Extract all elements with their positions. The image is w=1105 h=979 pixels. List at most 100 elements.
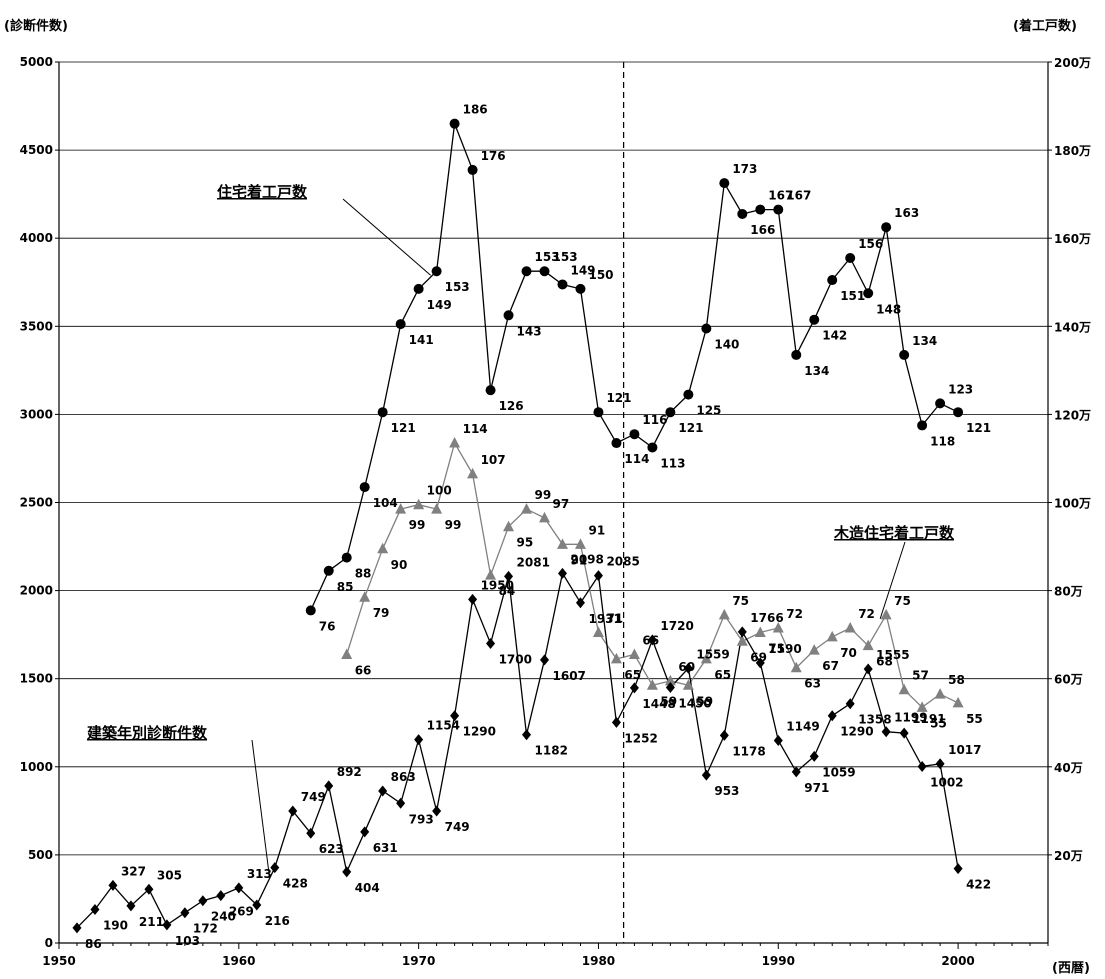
y-tick-label-left: 500 <box>28 848 53 862</box>
data-label: 153 <box>553 250 578 264</box>
data-label: 121 <box>966 421 991 435</box>
data-label: 1448 <box>642 697 675 711</box>
marker-diamond <box>575 597 585 609</box>
data-label: 793 <box>409 812 434 826</box>
series-markers <box>72 118 964 934</box>
marker-circle <box>467 164 478 175</box>
left-axis-title: (診断件数) <box>4 18 68 34</box>
data-label: 150 <box>588 268 613 282</box>
marker-circle <box>557 279 568 290</box>
data-label: 66 <box>355 663 372 677</box>
y-tick-label-right: 100万 <box>1054 497 1091 511</box>
data-label: 153 <box>445 280 470 294</box>
marker-circle <box>593 407 604 418</box>
data-label: 140 <box>714 338 739 352</box>
data-label: 1931 <box>588 612 621 626</box>
data-label: 216 <box>265 914 290 928</box>
data-label: 66 <box>642 633 659 647</box>
marker-triangle <box>467 467 479 479</box>
x-tick-label: 1980 <box>582 954 615 968</box>
marker-diamond <box>557 567 567 579</box>
data-label: 172 <box>193 922 218 936</box>
data-label: 95 <box>517 536 534 550</box>
marker-circle <box>323 565 334 576</box>
marker-diamond <box>737 626 747 638</box>
data-label: 1950 <box>481 578 514 592</box>
marker-diamond <box>953 863 963 875</box>
data-label: 1191 <box>912 712 945 726</box>
data-label: 134 <box>804 364 829 378</box>
marker-triangle <box>449 437 461 448</box>
marker-diamond <box>180 907 190 919</box>
data-label: 116 <box>642 413 667 427</box>
data-label: 75 <box>732 594 749 608</box>
marker-diamond <box>432 805 442 817</box>
data-label: 151 <box>840 289 865 303</box>
marker-triangle <box>574 538 586 549</box>
data-label: 892 <box>337 765 362 779</box>
data-label: 58 <box>948 673 965 687</box>
marker-triangle <box>646 679 658 690</box>
data-label: 1182 <box>535 744 568 758</box>
marker-triangle <box>916 701 928 712</box>
y-tick-label-right: 20万 <box>1054 849 1083 863</box>
data-label: 67 <box>822 659 839 673</box>
data-label: 211 <box>139 915 164 929</box>
marker-diamond <box>647 634 657 646</box>
marker-triangle <box>700 652 712 664</box>
data-label: 1149 <box>786 720 819 734</box>
y-tick-label-left: 2000 <box>20 584 53 598</box>
data-label: 2098 <box>570 552 603 566</box>
y-tick-label-right: 80万 <box>1054 585 1083 599</box>
data-label: 190 <box>103 919 128 933</box>
data-label: 104 <box>373 496 398 510</box>
marker-diamond <box>845 698 855 710</box>
data-label: 71 <box>768 641 785 655</box>
marker-diamond <box>935 758 945 770</box>
marker-diamond <box>342 866 352 878</box>
data-label: 428 <box>283 877 308 891</box>
marker-circle <box>503 310 514 321</box>
data-label: 971 <box>804 781 829 795</box>
data-label: 749 <box>301 790 326 804</box>
y-tick-label-right: 160万 <box>1054 232 1091 246</box>
marker-diamond <box>216 890 226 902</box>
data-label: 121 <box>606 391 631 405</box>
marker-diamond <box>252 899 262 911</box>
marker-diamond <box>414 734 424 746</box>
data-label: 100 <box>427 484 452 498</box>
marker-diamond <box>324 780 334 792</box>
data-label: 1450 <box>678 697 711 711</box>
marker-diamond <box>360 826 370 838</box>
data-label: 134 <box>912 334 937 348</box>
data-label: 79 <box>373 606 390 620</box>
data-label: 327 <box>121 864 146 878</box>
marker-triangle <box>664 674 676 686</box>
data-label: 114 <box>624 452 649 466</box>
data-label: 404 <box>355 881 380 895</box>
marker-triangle <box>628 648 640 659</box>
marker-circle <box>485 385 496 396</box>
data-label: 65 <box>624 668 641 682</box>
marker-triangle <box>556 538 568 549</box>
marker-diamond <box>288 805 298 817</box>
marker-circle <box>665 407 676 418</box>
marker-diamond <box>468 593 478 605</box>
data-label: 149 <box>427 298 452 312</box>
annotation-label: 建築年別診断件数 <box>87 724 208 742</box>
data-label: 88 <box>355 567 372 581</box>
marker-circle <box>755 204 766 215</box>
x-tick-label: 1970 <box>402 954 435 968</box>
marker-triangle <box>862 639 874 651</box>
y-tick-label-right: 140万 <box>1054 320 1091 334</box>
right-axis-title: (着工戸数) <box>1013 18 1077 34</box>
marker-diamond <box>72 922 82 934</box>
data-label: 305 <box>157 868 182 882</box>
data-label: 75 <box>894 594 911 608</box>
y-tick-label-right: 40万 <box>1054 761 1083 775</box>
y-tick-label-left: 1000 <box>20 760 53 774</box>
y-tick-label-left: 3500 <box>20 319 53 333</box>
marker-triangle <box>682 679 694 690</box>
annotation-label: 住宅着工戸数 <box>217 183 308 201</box>
marker-circle <box>773 204 784 215</box>
